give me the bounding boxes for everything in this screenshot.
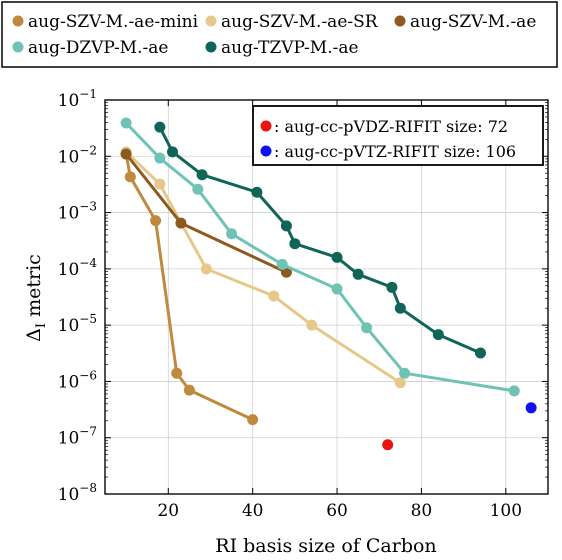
legend-label: aug-SZV-M.-ae-mini: [28, 12, 199, 32]
data-point: [331, 251, 343, 263]
y-tick-base: 10: [58, 372, 80, 392]
y-tick-label: 10−8: [58, 481, 97, 505]
y-tick-exponent: −2: [79, 143, 97, 157]
y-tick-label: 10−7: [58, 425, 97, 449]
inset-legend: : aug-cc-pVDZ-RIFIT size: 72 : aug-cc-pVT…: [252, 105, 544, 166]
inset-legend-label: : aug-cc-pVDZ-RIFIT size: 72: [274, 117, 508, 136]
data-point: [352, 268, 364, 280]
y-axis-label-sub: I: [34, 323, 49, 328]
y-tick-label: 10−2: [58, 143, 97, 167]
x-tick-label: 80: [411, 501, 433, 521]
y-tick-exponent: −6: [79, 368, 97, 382]
x-axis-label: RI basis size of Carbon: [215, 535, 436, 557]
data-point: [150, 215, 162, 227]
y-tick-base: 10: [58, 260, 80, 280]
y-axis-label: ΔI metric: [23, 254, 49, 342]
reference-point: [382, 439, 394, 451]
y-tick-base: 10: [58, 429, 80, 449]
y-tick-base: 10: [58, 147, 80, 167]
y-tick-exponent: −1: [79, 87, 97, 101]
y-axis-label-rest: metric: [23, 254, 45, 323]
x-tick-label: 40: [242, 501, 264, 521]
data-point: [361, 322, 373, 334]
data-point: [276, 258, 288, 270]
data-point: [508, 385, 520, 397]
data-point: [154, 178, 166, 190]
y-tick-label: 10−4: [58, 256, 98, 280]
data-point: [394, 302, 406, 314]
legend-label: aug-SZV-M.-ae: [410, 12, 536, 32]
legend-label: aug-TZVP-M.-ae: [221, 38, 359, 58]
x-tick-label: 20: [157, 501, 179, 521]
data-point: [331, 283, 343, 295]
data-point: [167, 146, 179, 158]
inset-legend-label: : aug-cc-pVTZ-RIFIT size: 106: [274, 142, 516, 161]
data-point: [251, 186, 263, 198]
data-point: [432, 329, 444, 341]
data-point: [386, 281, 398, 293]
y-tick-exponent: −8: [79, 481, 97, 495]
legend: aug-SZV-M.-ae-mini aug-SZV-M.-ae-SR aug-SZ…: [1, 1, 558, 68]
y-tick-exponent: −5: [79, 312, 97, 326]
series-layer: [120, 117, 520, 426]
inset-legend-frame: [252, 105, 544, 166]
series-line-1: [125, 150, 402, 384]
inset-legend-marker: [260, 120, 272, 132]
data-point: [120, 117, 132, 129]
data-point: [154, 152, 166, 164]
x-tick-label: 100: [490, 501, 522, 521]
reference-points: [382, 402, 537, 451]
data-point: [280, 220, 292, 232]
inset-legend-marker: [260, 145, 272, 157]
x-tick-label: 60: [326, 501, 348, 521]
legend-marker: [205, 15, 217, 27]
legend-label: aug-SZV-M.-ae-SR: [221, 12, 379, 32]
data-point: [124, 171, 136, 183]
reference-point: [525, 402, 537, 414]
y-tick-base: 10: [58, 91, 80, 111]
data-point: [394, 377, 406, 389]
data-point: [247, 414, 259, 426]
data-point: [226, 228, 238, 240]
y-tick-exponent: −4: [79, 256, 97, 270]
y-axis-label-main: Δ: [23, 328, 45, 342]
y-tick-label: 10−6: [58, 368, 97, 392]
legend-label: aug-DZVP-M.-ae: [28, 38, 168, 58]
legend-marker: [205, 41, 217, 53]
data-point: [196, 169, 208, 181]
y-tick-base: 10: [58, 485, 80, 505]
y-tick-base: 10: [58, 204, 80, 224]
data-point: [154, 121, 166, 133]
ticks: 20 40 60 80 10010−110−210−310−410−510−610−71…: [58, 87, 548, 521]
data-point: [120, 148, 132, 160]
data-point: [268, 290, 280, 302]
y-tick-label: 10−3: [58, 200, 97, 224]
y-tick-label: 10−5: [58, 312, 97, 336]
data-point: [175, 217, 187, 229]
data-point: [306, 319, 318, 331]
data-point: [399, 367, 411, 379]
legend-marker: [12, 15, 24, 27]
legend-marker: [394, 15, 406, 27]
data-point: [171, 367, 183, 379]
y-tick-exponent: −3: [79, 200, 97, 214]
series-line-4: [158, 126, 482, 355]
y-tick-exponent: −7: [79, 425, 97, 439]
plot-border: [104, 99, 549, 495]
data-point: [474, 347, 486, 359]
data-point: [200, 263, 212, 275]
legend-marker: [12, 41, 24, 53]
data-point: [289, 238, 301, 250]
legend-frame: [1, 1, 558, 68]
data-point: [192, 183, 204, 195]
y-tick-label: 10−1: [58, 87, 97, 111]
data-point: [183, 384, 195, 396]
y-tick-base: 10: [58, 316, 80, 336]
